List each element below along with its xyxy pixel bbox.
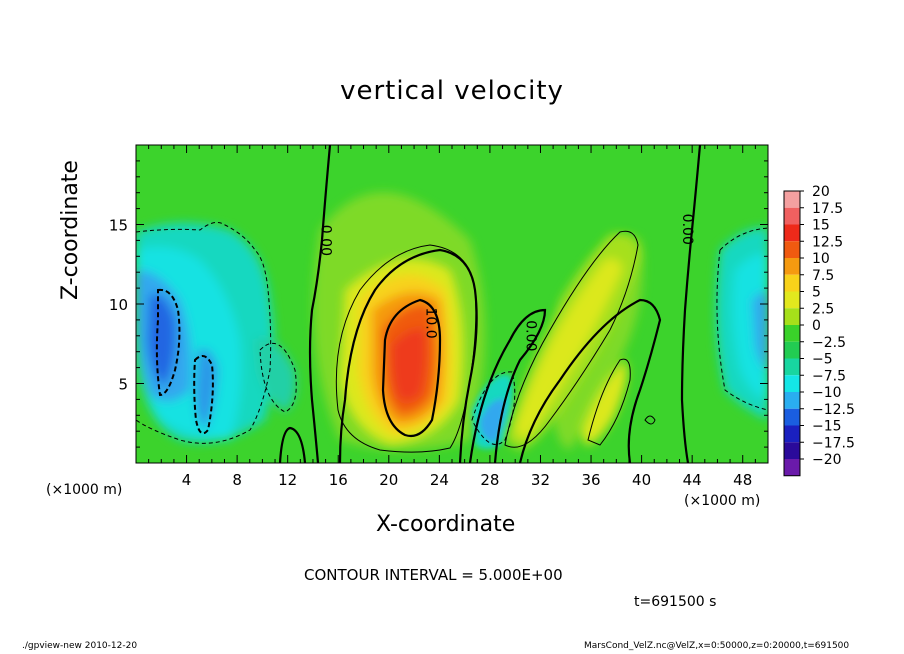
colorbar-swatch [784,358,800,376]
y-tick-label: 5 [118,376,128,394]
colorbar-swatch [784,241,800,258]
contour-labels: 0.00 10.0 0.00 0.00 [318,214,696,352]
colorbar-label: −17.5 [812,435,855,451]
colorbar-label: 2.5 [812,301,834,317]
colorbar-label: −5 [812,352,833,368]
colorbar-swatch [784,425,800,443]
x-tick-label: 24 [430,471,449,489]
colorbar-swatch [784,442,800,459]
colorbar-swatch [784,408,800,426]
colorbar-swatch [784,392,800,409]
contour-lines [136,145,768,463]
contour-label: 0.00 [522,320,538,351]
heatmap-field [136,145,768,463]
colorbar-label: −7.5 [812,368,846,384]
colorbar-swatch [784,207,800,225]
x-tick-label: 28 [480,471,499,489]
x-tick-label: 12 [278,471,297,489]
contour-label: 0.00 [318,225,334,256]
colorbar-label: −15 [812,419,842,435]
x-tick-label: 8 [232,471,242,489]
contour-label: 10.0 [423,307,439,338]
colorbar-swatch [784,341,800,359]
contour-label: 0.00 [679,214,695,245]
x-tick-label: 16 [329,471,348,489]
colorbar-swatch [784,258,800,275]
colorbar-label: 10 [812,251,830,267]
colorbar-swatch [784,191,800,208]
colorbar-label: 5 [812,285,821,301]
colorbar-label: 7.5 [812,268,834,284]
colorbar-swatch [784,291,800,309]
colorbar-swatch [784,375,800,392]
x-tick-label: 20 [379,471,398,489]
x-unit-label-right: (×1000 m) [684,493,761,509]
colorbar-swatch [784,274,800,292]
x-tick-label: 48 [733,471,752,489]
x-axis-label: X-coordinate [376,512,516,537]
x-tick-label: 4 [182,471,192,489]
colorbar-label: 0 [812,318,821,334]
colorbar-label: −20 [812,452,842,468]
colorbar: 2017.51512.5107.552.50−2.5−5−7.5−10−12.5… [783,184,855,477]
x-tick-label: 36 [581,471,600,489]
colorbar-swatch [784,325,800,342]
x-tick-label: 40 [632,471,651,489]
colorbar-label: −12.5 [812,402,855,418]
y-tick-label: 10 [109,296,128,314]
colorbar-frame [783,190,801,477]
contour-interval-text: CONTOUR INTERVAL = 5.000E+00 [304,566,563,584]
footer-left-text: ./gpview-new 2010-12-20 [22,641,138,651]
x-tick-label: 44 [683,471,702,489]
x-tick-label: 32 [531,471,550,489]
colorbar-label: 20 [812,184,830,200]
colorbar-label: 12.5 [812,234,843,250]
colorbar-swatch [784,308,800,325]
footer-right-text: MarsCond_VelZ.nc@VelZ,x=0:50000,z=0:2000… [584,641,850,651]
y-axis-label: Z-coordinate [58,160,83,300]
colorbar-label: −2.5 [812,335,846,351]
y-tick-label: 15 [109,217,128,235]
x-unit-label-left: (×1000 m) [46,482,123,498]
time-label: t=691500 s [634,594,717,610]
colorbar-swatch [784,224,800,242]
colorbar-label: −10 [812,385,842,401]
colorbar-swatch [784,459,800,476]
colorbar-label: 15 [812,218,830,234]
colorbar-label: 17.5 [812,201,843,217]
chart-title: vertical velocity [340,76,564,106]
